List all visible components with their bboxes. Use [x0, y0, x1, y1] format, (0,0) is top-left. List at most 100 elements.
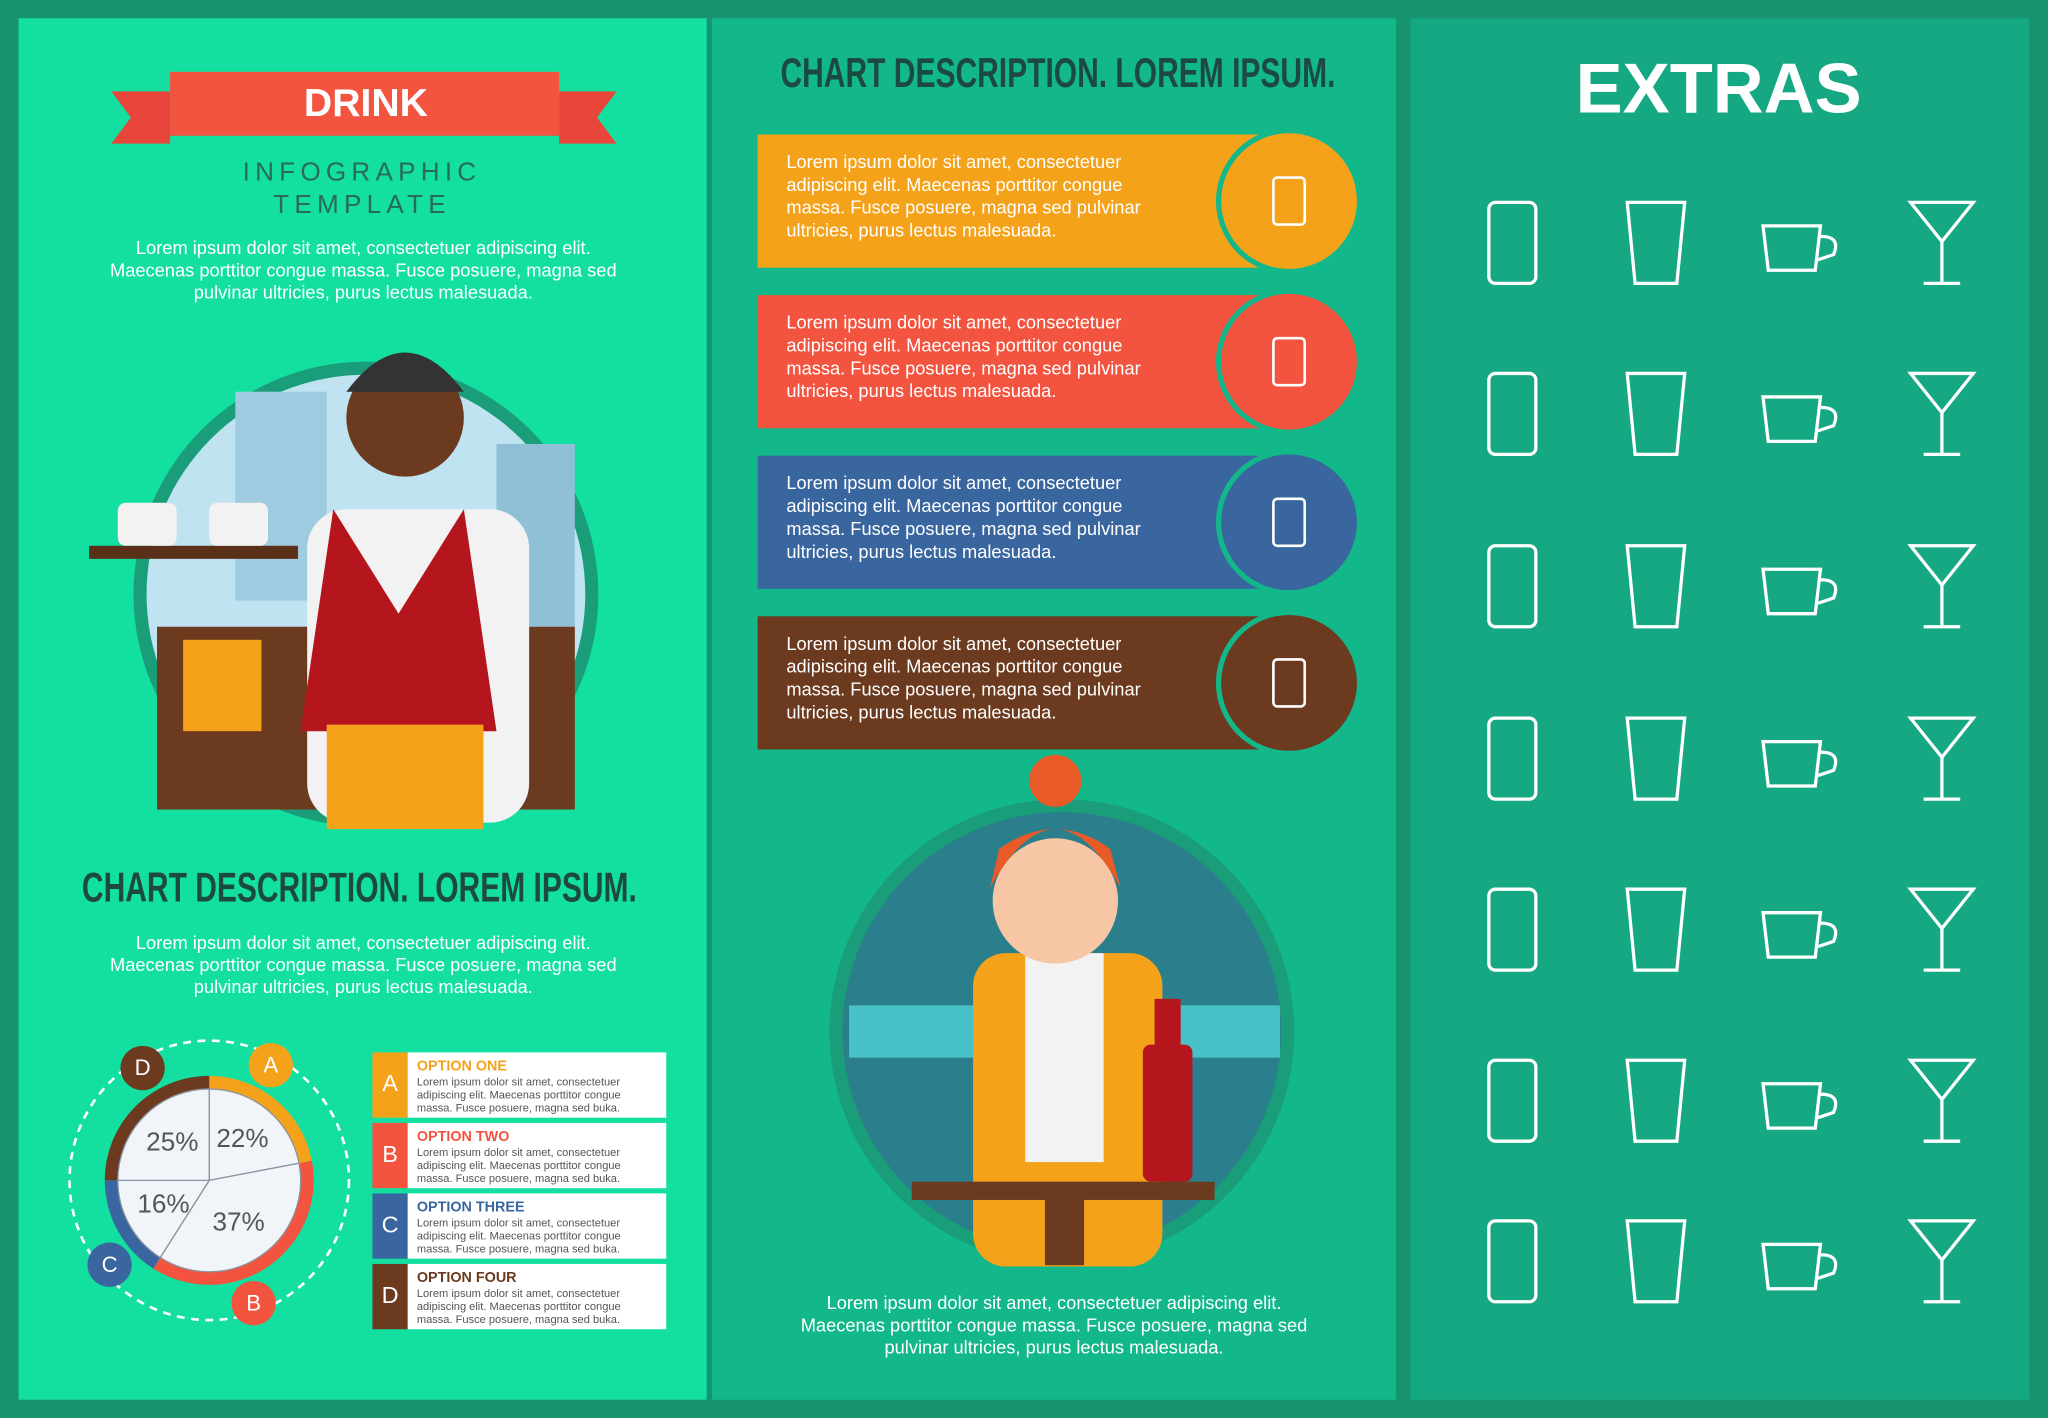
slice-letter: C	[102, 1252, 118, 1277]
icon-shape	[1761, 224, 1823, 272]
card-icon	[1272, 176, 1307, 226]
slice-badge	[248, 1043, 294, 1088]
icon-shape	[1761, 1082, 1823, 1130]
icon-shape	[1487, 200, 1538, 285]
card-text: Lorem ipsum dolor sit amet, consectetuer	[786, 312, 1121, 333]
paragraph-line: Lorem ipsum dolor sit amet, consectetuer…	[136, 237, 591, 258]
slice-badge	[120, 1045, 165, 1091]
card	[757, 295, 1267, 429]
paragraph-line: Maecenas porttitor congue massa. Fusce p…	[801, 1314, 1308, 1335]
icon-shape	[1817, 578, 1838, 605]
option-letter-box	[372, 1052, 408, 1118]
card-text: ultricies, purus lectus malesuada.	[786, 541, 1056, 562]
icon-shape	[1817, 750, 1838, 778]
icon-shape	[1625, 887, 1687, 972]
slice-badge	[87, 1242, 132, 1287]
icon-shape	[1487, 1219, 1538, 1304]
icon-shape	[1625, 200, 1687, 285]
card-text: massa. Fusce posuere, magna sed pulvinar	[786, 518, 1140, 539]
pie-slice	[159, 1162, 302, 1273]
card-text: Lorem ipsum dolor sit amet, consectetuer	[786, 472, 1121, 493]
icon-shape	[1907, 544, 1977, 629]
slice-label: 37%	[212, 1206, 264, 1236]
paragraph-line: pulvinar ultricies, purus lectus malesua…	[884, 1337, 1223, 1358]
option-text: massa. Fusce posuere, magna sed buka.	[417, 1243, 620, 1255]
icon-shape	[1487, 544, 1538, 629]
extras-icon	[1487, 371, 1538, 457]
banner	[170, 71, 560, 136]
slice-label: 25%	[146, 1126, 198, 1156]
waiter-illustration	[89, 352, 599, 830]
subtitle: INFOGRAPHIC	[243, 157, 482, 187]
extras-icon	[1907, 200, 1977, 285]
option-text: adipiscing elit. Maecenas porttitor cong…	[417, 1089, 621, 1101]
card-text: massa. Fusce posuere, magna sed pulvinar	[786, 679, 1140, 700]
banner-title: DRINK	[304, 82, 428, 125]
card-icon-bg	[1221, 293, 1357, 430]
pie-slice	[117, 1088, 210, 1182]
extras-icon	[1761, 740, 1838, 788]
option-text: Lorem ipsum dolor sit amet, consectetuer	[417, 1288, 620, 1300]
paragraph-line: Maecenas porttitor congue massa. Fusce p…	[110, 259, 617, 280]
option-letter-box	[372, 1263, 408, 1330]
icon-shape	[1625, 1058, 1687, 1143]
icon-shape	[1625, 1219, 1687, 1304]
icon-shape	[1761, 911, 1823, 959]
slice-letter: B	[246, 1290, 261, 1315]
card-text: massa. Fusce posuere, magna sed pulvinar	[786, 197, 1140, 218]
card-icon	[1272, 497, 1307, 548]
option-text: massa. Fusce posuere, magna sed buka.	[417, 1314, 620, 1326]
icon-shape	[1907, 887, 1977, 972]
card	[757, 134, 1267, 268]
extras-icon	[1761, 1082, 1838, 1130]
option-letter: D	[382, 1282, 399, 1308]
slice-label: 22%	[216, 1123, 268, 1153]
icon-shape	[1625, 544, 1687, 629]
option-text: adipiscing elit. Maecenas porttitor cong…	[417, 1301, 621, 1313]
option-text: Lorem ipsum dolor sit amet, consectetuer	[417, 1217, 620, 1229]
option-title: OPTION THREE	[417, 1200, 525, 1216]
option-letter-box	[372, 1193, 408, 1259]
card-icon-bg	[1221, 133, 1357, 269]
extras-icon	[1761, 911, 1838, 959]
option-box	[407, 1263, 667, 1330]
extras-icon	[1907, 371, 1977, 457]
option-title: OPTION FOUR	[417, 1270, 517, 1286]
card-text: adipiscing elit. Maecenas porttitor cong…	[786, 174, 1122, 195]
extras-title: EXTRAS	[1576, 49, 1862, 128]
extras-icon	[1761, 224, 1838, 272]
icon-shape	[1907, 1058, 1977, 1143]
paragraph-line: Lorem ipsum dolor sit amet, consectetuer…	[136, 932, 591, 953]
ribbon-tail	[111, 91, 171, 144]
pie-slice	[117, 1179, 211, 1259]
extras-icon	[1625, 1219, 1687, 1304]
option-text: massa. Fusce posuere, magna sed buka.	[417, 1173, 620, 1185]
icon-shape	[1487, 1058, 1538, 1143]
extras-icon	[1625, 1058, 1687, 1143]
card-text: ultricies, purus lectus malesuada.	[786, 380, 1056, 401]
icon-shape	[1625, 716, 1687, 801]
option-letter: C	[382, 1211, 399, 1237]
card-text: adipiscing elit. Maecenas porttitor cong…	[786, 495, 1122, 516]
heading: CHART DESCRIPTION. LOREM IPSUM.	[780, 49, 1335, 96]
card-icon-bg	[1221, 454, 1357, 591]
extras-icon	[1907, 887, 1977, 972]
card-text: massa. Fusce posuere, magna sed pulvinar	[786, 357, 1140, 378]
extras-icon	[1625, 716, 1687, 801]
pie-guide	[68, 1039, 351, 1322]
extras-icon	[1625, 887, 1687, 972]
paragraph-line: Lorem ipsum dolor sit amet, consectetuer…	[827, 1292, 1282, 1313]
option-text: adipiscing elit. Maecenas porttitor cong…	[417, 1160, 621, 1172]
icon-shape	[1761, 740, 1823, 788]
slice-letter: D	[135, 1055, 151, 1080]
icon-shape	[1817, 1253, 1838, 1280]
card-text: Lorem ipsum dolor sit amet, consectetuer	[786, 151, 1121, 172]
subtitle: TEMPLATE	[273, 189, 451, 219]
slice-badge	[231, 1280, 276, 1326]
icon-shape	[1907, 1219, 1977, 1304]
card	[757, 455, 1267, 589]
card	[757, 616, 1267, 750]
option-title: OPTION ONE	[417, 1059, 508, 1075]
option-text: adipiscing elit. Maecenas porttitor cong…	[417, 1230, 621, 1242]
